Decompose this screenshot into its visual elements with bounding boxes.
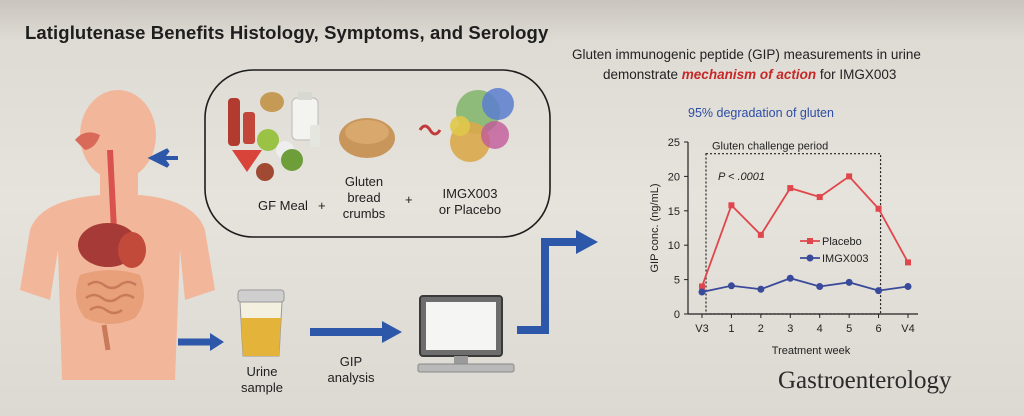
imgx003-point <box>727 282 735 290</box>
placebo-line <box>701 175 909 287</box>
drug-label: IMGX003 or Placebo <box>428 186 512 218</box>
urine-line-1: Urine <box>246 364 278 379</box>
legend-imgx003-marker <box>806 254 814 262</box>
y-tick-label: 25 <box>668 137 680 149</box>
legend-placebo-label: Placebo <box>822 236 862 248</box>
gf-food-icon <box>228 92 320 181</box>
computer-icon <box>417 295 515 373</box>
x-tick-label: 5 <box>846 323 852 335</box>
plus-sign-1: + <box>318 198 326 213</box>
protein-structure-icon <box>418 88 514 162</box>
legend-imgx003-label: IMGX003 <box>822 253 868 265</box>
gip-line-1: GIP <box>339 354 363 369</box>
gf-meal-label: GF Meal <box>258 198 308 213</box>
drug-line-2: or Placebo <box>438 202 502 217</box>
gluten-line-2: bread <box>347 190 381 205</box>
p-value-label: P < .0001 <box>718 171 765 183</box>
y-tick-label: 5 <box>674 275 680 287</box>
caption-line-2: demonstrate mechanism of action for IMGX… <box>603 67 896 82</box>
x-axis-title: Treatment week <box>772 345 851 357</box>
y-tick-label: 15 <box>668 206 680 218</box>
imgx003-point <box>875 287 883 295</box>
placebo-point <box>787 185 794 192</box>
x-tick-label: 3 <box>787 323 793 335</box>
placebo-point <box>875 205 882 212</box>
legend-placebo-marker <box>807 238 813 244</box>
caption-suffix: for IMGX003 <box>816 67 897 82</box>
placebo-point <box>728 202 735 209</box>
gluten-line-3: crumbs <box>342 206 386 221</box>
x-tick-label: 4 <box>817 323 823 335</box>
imgx003-point <box>786 274 794 282</box>
y-tick-label: 0 <box>674 309 680 321</box>
imgx003-point <box>904 282 912 290</box>
gip-line-2: analysis <box>327 370 375 385</box>
page-title: Latiglutenase Benefits Histology, Sympto… <box>25 22 549 43</box>
human-body-icon <box>20 90 215 380</box>
gluten-line-1: Gluten <box>344 174 384 189</box>
x-tick-label: V3 <box>695 323 708 335</box>
caption-prefix: demonstrate <box>603 67 682 82</box>
x-tick-label: 6 <box>876 323 882 335</box>
y-tick-label: 10 <box>668 240 680 252</box>
mechanism-highlight: mechanism of action <box>681 67 817 82</box>
placebo-point <box>699 283 705 290</box>
arrow-to-chart-icon <box>517 238 580 334</box>
chart-subtitle: 95% degradation of gluten <box>688 106 834 120</box>
y-tick-label: 20 <box>668 171 680 183</box>
meal-box <box>204 69 551 238</box>
gip-analysis-label: GIP analysis <box>316 354 386 386</box>
arrow-left-icon <box>147 148 178 168</box>
urine-cup-icon <box>237 289 285 357</box>
imgx003-point <box>845 278 853 286</box>
imgx003-point <box>816 282 824 290</box>
placebo-point <box>846 173 853 180</box>
challenge-period-label: Gluten challenge period <box>712 141 828 153</box>
drug-line-1: IMGX003 <box>442 186 498 201</box>
x-tick-label: 1 <box>728 323 734 335</box>
gluten-label: Gluten bread crumbs <box>336 174 392 222</box>
journal-name: Gastroenterology <box>778 367 952 394</box>
placebo-point <box>757 231 764 238</box>
urine-line-2: sample <box>241 380 283 395</box>
x-tick-label: V4 <box>901 323 914 335</box>
imgx003-point <box>698 288 706 296</box>
x-tick-label: 2 <box>758 323 764 335</box>
y-axis-title: GIP conc. (ng/mL) <box>649 183 661 272</box>
imgx003-line <box>701 277 909 293</box>
placebo-point <box>905 259 911 266</box>
caption-line-1: Gluten immunogenic peptide (GIP) measure… <box>572 47 921 62</box>
urine-sample-label: Urine sample <box>236 364 288 396</box>
placebo-point <box>816 194 823 201</box>
challenge-period-box <box>705 153 882 315</box>
imgx003-point <box>757 285 765 293</box>
plus-sign-2: + <box>405 192 413 207</box>
